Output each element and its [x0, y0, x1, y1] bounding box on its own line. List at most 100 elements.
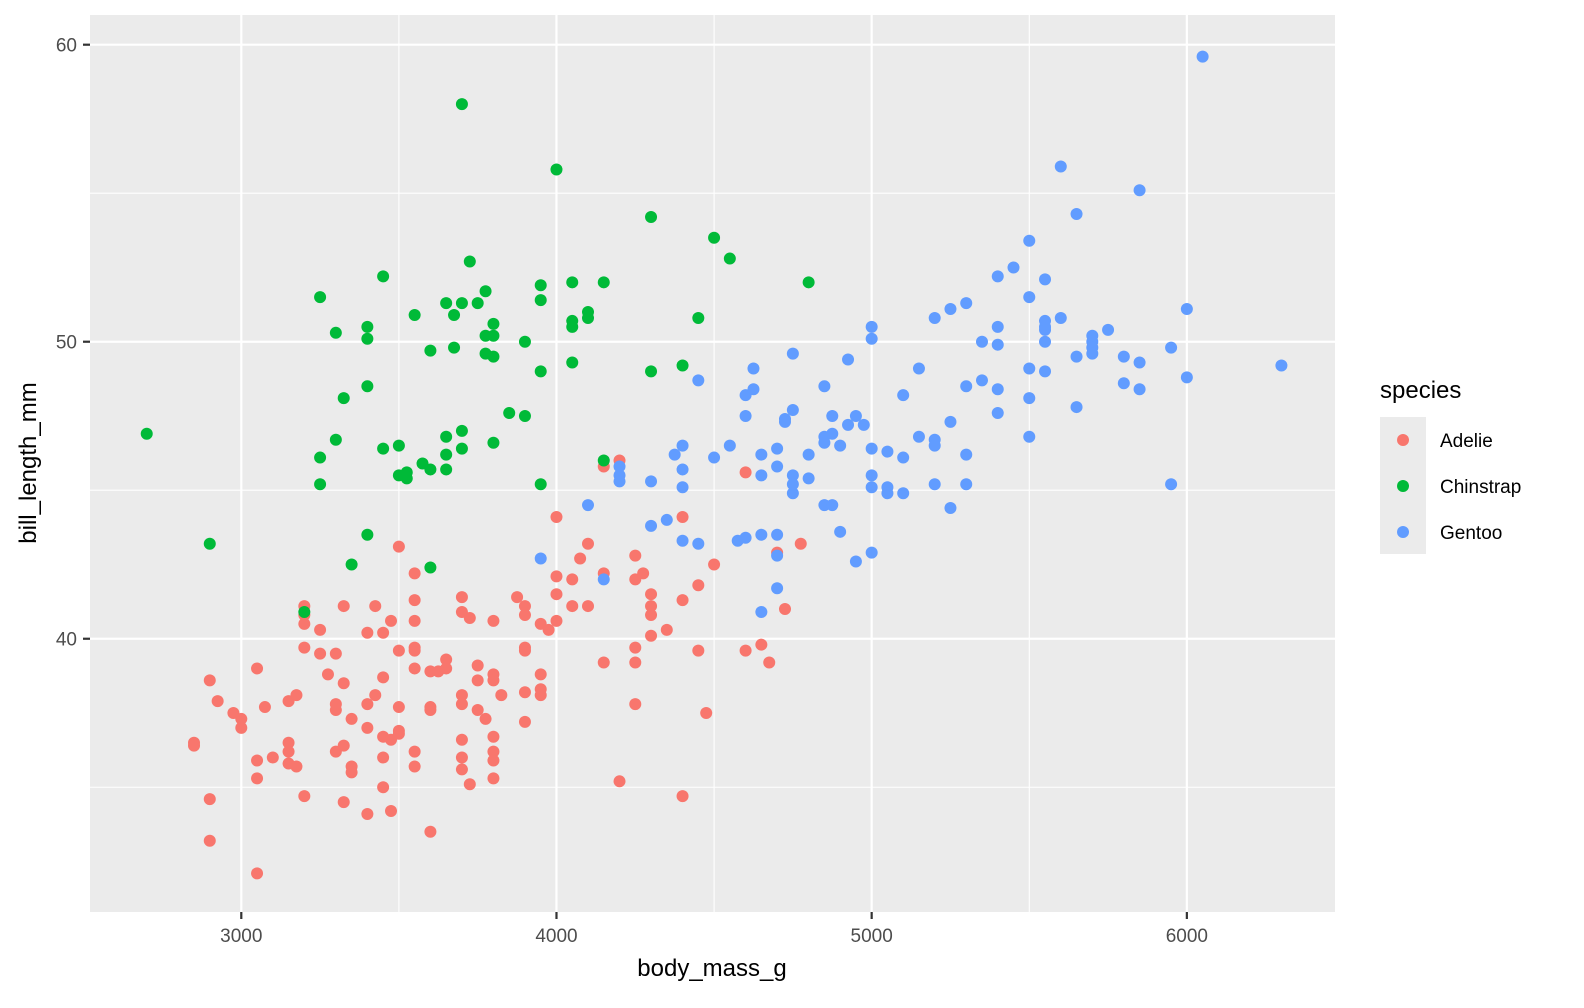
point-adelie — [455, 591, 468, 604]
point-adelie — [424, 704, 437, 717]
point-adelie — [408, 614, 421, 627]
point-chinstrap — [597, 276, 610, 289]
legend: species Adelie Chinstrap Gentoo — [1380, 377, 1521, 554]
point-adelie — [188, 739, 201, 752]
point-adelie — [392, 727, 405, 740]
point-gentoo — [786, 469, 799, 482]
point-gentoo — [1180, 371, 1193, 384]
point-chinstrap — [518, 409, 531, 422]
point-adelie — [487, 772, 500, 785]
point-adelie — [708, 558, 721, 571]
point-adelie — [582, 537, 594, 550]
point-adelie — [550, 588, 563, 601]
point-gentoo — [1117, 350, 1130, 363]
point-adelie — [645, 588, 658, 601]
point-chinstrap — [377, 270, 390, 283]
point-gentoo — [534, 552, 547, 565]
point-adelie — [637, 567, 650, 580]
point-gentoo — [1196, 50, 1209, 63]
point-gentoo — [1023, 234, 1036, 247]
point-gentoo — [676, 481, 689, 494]
point-chinstrap — [487, 329, 500, 342]
point-chinstrap — [534, 294, 547, 307]
point-chinstrap — [424, 463, 437, 476]
legend-label-gentoo: Gentoo — [1440, 523, 1502, 544]
point-gentoo — [865, 546, 878, 559]
point-adelie — [408, 594, 421, 607]
point-adelie — [794, 537, 807, 550]
point-chinstrap — [566, 356, 579, 369]
point-adelie — [645, 608, 658, 621]
point-chinstrap — [361, 528, 374, 541]
point-adelie — [550, 570, 563, 583]
point-adelie — [369, 689, 382, 702]
point-gentoo — [1070, 350, 1083, 363]
point-adelie — [487, 674, 500, 687]
point-adelie — [329, 647, 342, 660]
point-adelie — [629, 656, 642, 669]
point-gentoo — [975, 374, 988, 387]
point-gentoo — [834, 439, 847, 452]
point-gentoo — [834, 525, 847, 538]
point-adelie — [251, 754, 264, 767]
point-adelie — [534, 668, 547, 681]
point-adelie — [314, 623, 327, 636]
point-adelie — [251, 867, 264, 880]
point-gentoo — [826, 409, 839, 422]
point-gentoo — [771, 582, 784, 595]
point-adelie — [660, 623, 673, 636]
point-adelie — [337, 796, 350, 809]
y-axis-title: bill_length_mm — [15, 382, 42, 543]
point-adelie — [211, 695, 224, 708]
point-adelie — [597, 656, 610, 669]
point-adelie — [645, 600, 658, 613]
point-chinstrap — [448, 308, 461, 321]
point-chinstrap — [566, 320, 579, 333]
point-gentoo — [1117, 377, 1130, 390]
point-gentoo — [944, 415, 957, 428]
point-gentoo — [944, 303, 957, 316]
point-adelie — [377, 671, 390, 684]
y-axis: 40 50 60 — [56, 36, 90, 651]
point-chinstrap — [298, 606, 311, 619]
point-chinstrap — [424, 561, 437, 574]
x-tick-label: 6000 — [1166, 926, 1208, 947]
point-gentoo — [1023, 392, 1036, 405]
point-gentoo — [582, 499, 594, 512]
point-chinstrap — [314, 478, 327, 491]
point-gentoo — [897, 451, 910, 464]
point-adelie — [361, 721, 374, 734]
point-adelie — [511, 591, 524, 604]
point-adelie — [629, 698, 642, 711]
point-gentoo — [1086, 347, 1099, 360]
plot-panel — [90, 15, 1335, 912]
point-chinstrap — [361, 332, 374, 345]
point-adelie — [345, 766, 358, 779]
point-chinstrap — [534, 279, 547, 292]
point-adelie — [471, 674, 484, 687]
point-adelie — [377, 751, 390, 764]
point-adelie — [778, 603, 791, 616]
point-chinstrap — [440, 448, 453, 461]
point-gentoo — [912, 430, 925, 443]
point-adelie — [763, 656, 776, 669]
point-gentoo — [660, 513, 673, 526]
point-adelie — [455, 689, 468, 702]
point-gentoo — [676, 439, 689, 452]
point-adelie — [463, 611, 476, 624]
point-chinstrap — [471, 297, 484, 310]
point-adelie — [321, 668, 334, 681]
point-adelie — [203, 674, 216, 687]
point-adelie — [550, 510, 563, 523]
point-adelie — [298, 641, 311, 654]
point-chinstrap — [479, 285, 492, 298]
point-chinstrap — [676, 359, 689, 372]
point-gentoo — [1275, 359, 1288, 372]
point-chinstrap — [140, 427, 153, 440]
point-gentoo — [928, 439, 941, 452]
point-adelie — [408, 760, 421, 773]
point-gentoo — [1133, 184, 1146, 197]
point-chinstrap — [645, 365, 658, 378]
point-gentoo — [802, 472, 815, 485]
point-gentoo — [960, 297, 973, 310]
